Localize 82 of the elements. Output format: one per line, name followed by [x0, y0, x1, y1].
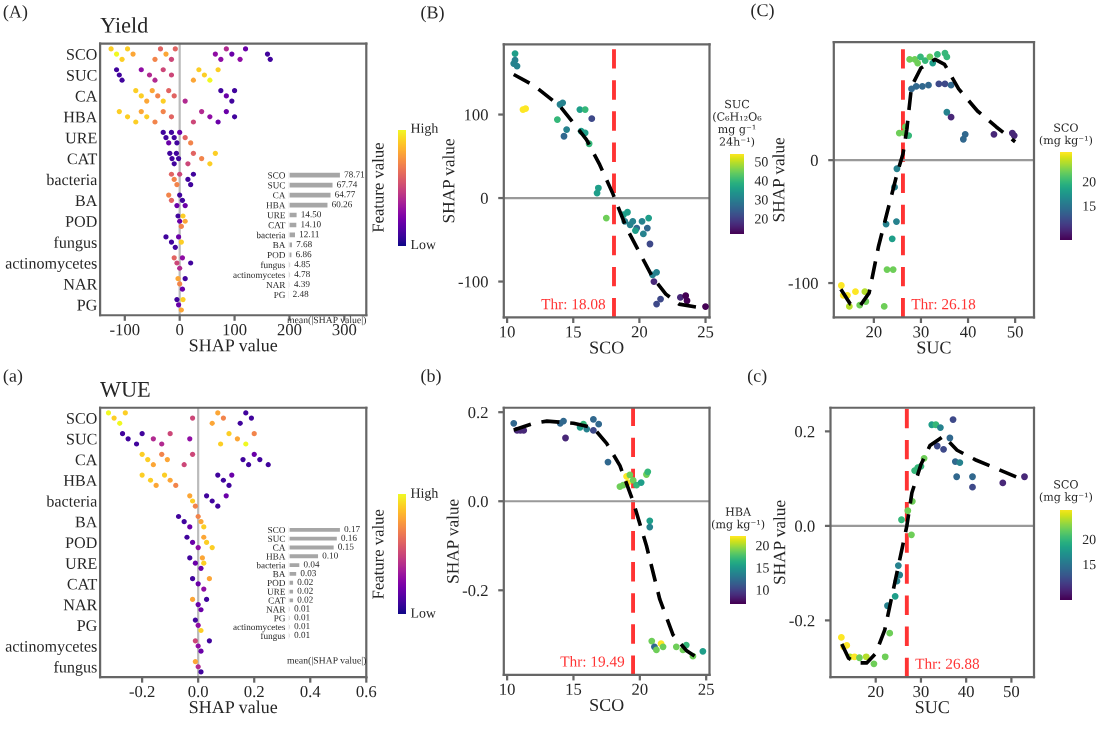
x-tick-label: 40 [958, 685, 974, 698]
x-tick-label: 300 [332, 324, 357, 336]
y-tick-label: -0.2 [462, 584, 488, 597]
x-tick-label: 15 [566, 326, 581, 338]
y-tick-label: URE [65, 558, 97, 569]
chart-title: Yield [100, 17, 148, 33]
x-tick-label: 200 [277, 324, 302, 336]
y-tick-label: -100 [458, 276, 488, 288]
x-tick-label: 10 [500, 683, 515, 695]
y-tick-label: CA [75, 454, 98, 466]
y-tick-label: 100 [464, 109, 488, 121]
x-tick-label: 20 [632, 683, 648, 695]
x-tick-label: 0.0 [188, 685, 208, 698]
y-axis-title: SHAP value [442, 139, 455, 223]
x-tick-label: 50 [1004, 685, 1020, 698]
x-tick-label: 20 [868, 685, 884, 698]
y-tick-label: HBA [63, 111, 98, 123]
x-tick-label: 25 [698, 683, 714, 695]
chart-title: WUE [100, 382, 150, 397]
color-bar-title: Feature value [371, 143, 384, 233]
x-tick-label: 30 [913, 685, 929, 698]
x-tick-label: 20 [866, 326, 882, 338]
y-axis-title: SHAP value [446, 499, 459, 583]
y-tick-label: SCO [67, 413, 97, 424]
y-tick-label: BA [75, 195, 98, 206]
y-axis-title: SHAP value [772, 137, 785, 222]
x-tick-label: 40 [960, 326, 976, 338]
x-tick-label: 0 [176, 324, 184, 336]
text: (c) [747, 369, 767, 386]
y-tick-label: -0.2 [789, 615, 815, 627]
y-tick-label: PG [77, 620, 97, 632]
y-tick-label: POD [65, 216, 97, 227]
x-tick-label: 15 [566, 683, 582, 695]
y-tick-label: 0 [810, 154, 818, 167]
x-axis-title: SUC [917, 341, 951, 354]
y-tick-label: actinomycetes [5, 640, 97, 656]
y-axis-title: SHAP value [773, 500, 786, 584]
x-tick-label: -100 [110, 324, 140, 336]
x-tick-label: 0.6 [356, 685, 377, 698]
text: (b) [421, 369, 441, 386]
y-tick-label: PG [77, 299, 97, 311]
y-tick-label: CAT [67, 153, 98, 165]
x-tick-label: 30 [913, 326, 929, 338]
x-tick-label: 25 [697, 326, 714, 338]
y-tick-label: CAT [67, 578, 98, 590]
y-tick-label: URE [65, 132, 97, 144]
x-axis-title: SCO [590, 698, 624, 712]
y-tick-label: POD [65, 537, 97, 549]
x-axis-title: SUC [915, 701, 949, 714]
x-axis-title: SHAP value [189, 700, 278, 714]
y-tick-label: bacteria [46, 495, 98, 507]
y-tick-label: CA [75, 90, 98, 102]
y-tick-label: SUC [67, 69, 97, 81]
x-tick-label: 100 [223, 324, 247, 336]
y-tick-label: 0.2 [795, 426, 815, 438]
y-tick-label: 0.0 [795, 520, 815, 532]
y-tick-label: fungus [53, 661, 97, 676]
y-tick-label: HBA [63, 475, 98, 486]
text: (B) [421, 5, 444, 23]
y-tick-label: fungus [53, 236, 97, 252]
x-tick-label: 50 [1007, 326, 1023, 338]
y-tick-label: NAR [63, 599, 98, 611]
text: (A) [3, 5, 28, 22]
y-tick-label: 0 [480, 192, 488, 204]
x-axis-title: SCO [590, 341, 624, 354]
y-tick-label: 0.2 [468, 406, 488, 419]
x-axis-title: SHAP value [189, 338, 278, 352]
y-tick-label: SCO [67, 49, 97, 60]
x-tick-label: -0.2 [129, 685, 155, 698]
y-tick-label: bacteria [46, 173, 98, 186]
y-tick-label: -100 [788, 277, 818, 289]
y-tick-label: 0.0 [468, 495, 488, 508]
x-tick-label: 20 [631, 326, 648, 338]
y-tick-label: BA [75, 516, 98, 528]
x-tick-label: 0.4 [300, 685, 321, 698]
y-tick-label: SUC [67, 433, 97, 445]
text: (a) [3, 369, 23, 386]
y-tick-label: NAR [63, 278, 98, 290]
color-bar-title: Feature value [371, 509, 384, 599]
x-tick-label: 10 [500, 326, 515, 338]
y-tick-label: actinomycetes [5, 257, 97, 273]
text: (C) [751, 3, 774, 20]
